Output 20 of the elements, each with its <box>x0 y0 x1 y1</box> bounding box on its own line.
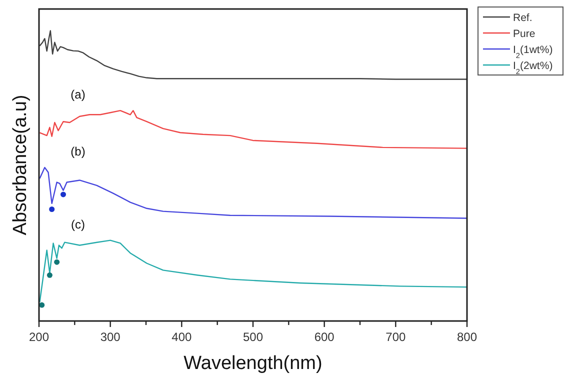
point <box>46 272 52 278</box>
x-tick-label: 700 <box>386 330 406 344</box>
legend-label: I$_{2}$(1wt%) <box>513 44 553 60</box>
point <box>54 259 60 265</box>
annotation: (b) <box>70 144 86 158</box>
annotation: (c) <box>71 217 85 232</box>
annotation: (a) <box>70 88 86 102</box>
y-axis-title: Absorbance(a.u) <box>10 94 31 236</box>
x-tick-label: 300 <box>100 330 121 344</box>
point <box>49 206 55 212</box>
legend-label: Ref. <box>513 12 532 24</box>
x-tick-label: 200 <box>28 330 50 344</box>
x-tick-label: 400 <box>172 330 192 344</box>
legend-label: I$_{2}$(2wt%) <box>513 60 553 76</box>
point <box>60 192 66 198</box>
x-tick-label: 800 <box>456 330 478 344</box>
x-axis-title: Wavelength(nm) <box>184 353 322 374</box>
x-tick-label: 600 <box>314 330 335 344</box>
x-tick-label: 500 <box>242 330 264 344</box>
legend-label: Pure <box>513 28 536 40</box>
